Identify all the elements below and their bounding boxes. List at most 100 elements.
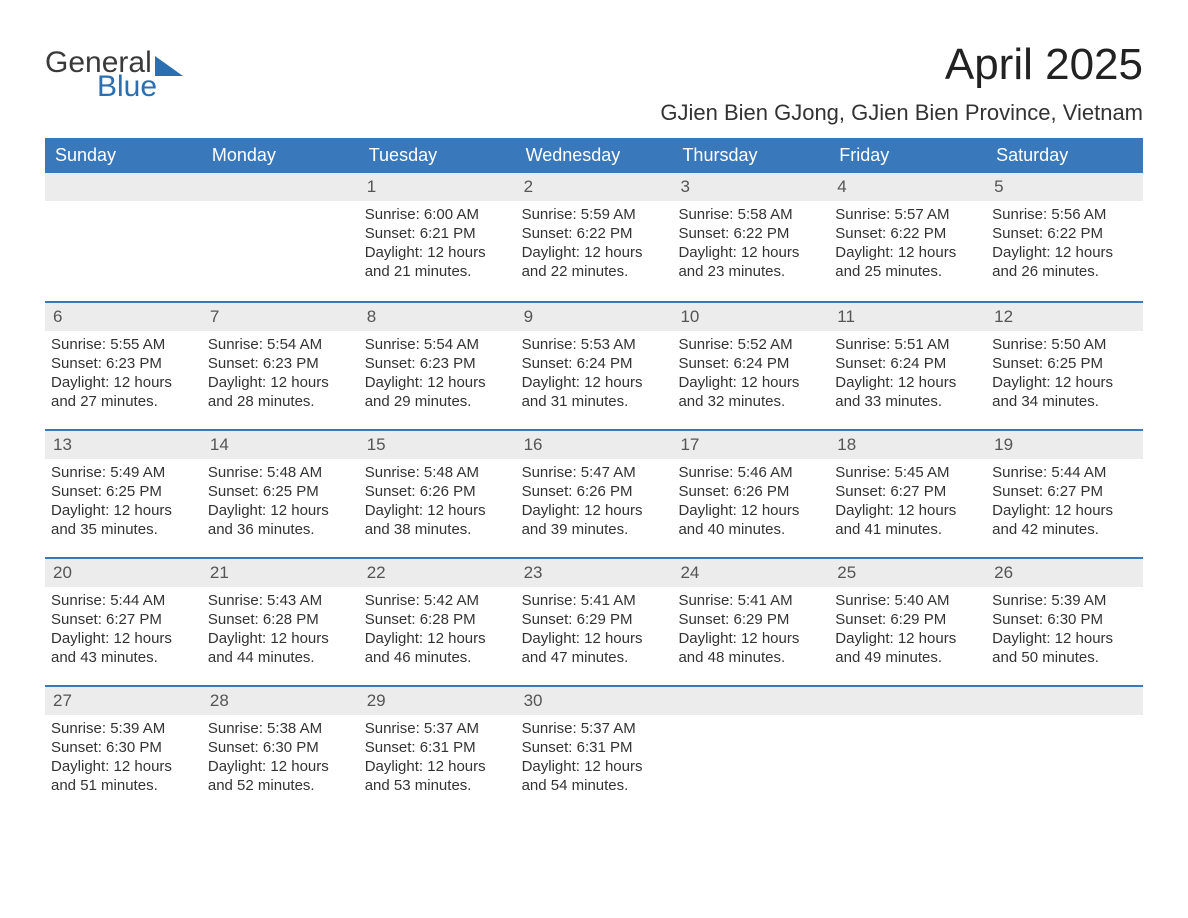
sunrise-text: Sunrise: 5:41 AM xyxy=(522,591,667,610)
location-subtitle: GJien Bien GJong, GJien Bien Province, V… xyxy=(660,100,1143,126)
sunrise-text: Sunrise: 5:52 AM xyxy=(678,335,823,354)
weekday-header: Thursday xyxy=(672,138,829,173)
sunset-text: Sunset: 6:27 PM xyxy=(835,482,980,501)
title-block: April 2025 GJien Bien GJong, GJien Bien … xyxy=(660,40,1143,126)
calendar-cell: 22Sunrise: 5:42 AMSunset: 6:28 PMDayligh… xyxy=(359,559,516,685)
calendar-cell: 15Sunrise: 5:48 AMSunset: 6:26 PMDayligh… xyxy=(359,431,516,557)
sunrise-text: Sunrise: 5:43 AM xyxy=(208,591,353,610)
weekday-header: Sunday xyxy=(45,138,202,173)
calendar-cell: 13Sunrise: 5:49 AMSunset: 6:25 PMDayligh… xyxy=(45,431,202,557)
day-number: 3 xyxy=(672,173,829,201)
sunset-text: Sunset: 6:28 PM xyxy=(365,610,510,629)
brand-logo: General Blue xyxy=(45,40,183,102)
sunset-text: Sunset: 6:30 PM xyxy=(992,610,1137,629)
calendar-cell: 12Sunrise: 5:50 AMSunset: 6:25 PMDayligh… xyxy=(986,303,1143,429)
day-number: 18 xyxy=(829,431,986,459)
sunrise-text: Sunrise: 5:48 AM xyxy=(365,463,510,482)
sunrise-text: Sunrise: 5:39 AM xyxy=(992,591,1137,610)
sunset-text: Sunset: 6:25 PM xyxy=(992,354,1137,373)
sunrise-text: Sunrise: 5:38 AM xyxy=(208,719,353,738)
calendar-cell: 11Sunrise: 5:51 AMSunset: 6:24 PMDayligh… xyxy=(829,303,986,429)
calendar-cell-empty xyxy=(45,173,202,301)
daylight-text: Daylight: 12 hours and 40 minutes. xyxy=(678,501,823,539)
sunrise-text: Sunrise: 5:44 AM xyxy=(51,591,196,610)
daylight-text: Daylight: 12 hours and 43 minutes. xyxy=(51,629,196,667)
calendar-week-row: 27Sunrise: 5:39 AMSunset: 6:30 PMDayligh… xyxy=(45,685,1143,813)
day-number: 4 xyxy=(829,173,986,201)
day-number: 15 xyxy=(359,431,516,459)
sunrise-text: Sunrise: 5:37 AM xyxy=(365,719,510,738)
daylight-text: Daylight: 12 hours and 26 minutes. xyxy=(992,243,1137,281)
calendar-cell: 4Sunrise: 5:57 AMSunset: 6:22 PMDaylight… xyxy=(829,173,986,301)
calendar-cell: 9Sunrise: 5:53 AMSunset: 6:24 PMDaylight… xyxy=(516,303,673,429)
sunset-text: Sunset: 6:27 PM xyxy=(51,610,196,629)
sunset-text: Sunset: 6:21 PM xyxy=(365,224,510,243)
daylight-text: Daylight: 12 hours and 48 minutes. xyxy=(678,629,823,667)
sunset-text: Sunset: 6:25 PM xyxy=(208,482,353,501)
calendar-cell: 19Sunrise: 5:44 AMSunset: 6:27 PMDayligh… xyxy=(986,431,1143,557)
calendar-cell: 28Sunrise: 5:38 AMSunset: 6:30 PMDayligh… xyxy=(202,687,359,813)
day-number: 8 xyxy=(359,303,516,331)
day-number: 17 xyxy=(672,431,829,459)
day-number xyxy=(672,687,829,715)
calendar-week-row: 13 Sunrise: 5:49 AM Sunset: 6:25 PM Dayligh… xyxy=(45,429,1143,557)
day-number xyxy=(829,687,986,715)
daylight-text: Daylight: 12 hours and 29 minutes. xyxy=(365,373,510,411)
weekday-header: Monday xyxy=(202,138,359,173)
calendar-cell: 3Sunrise: 5:58 AMSunset: 6:22 PMDaylight… xyxy=(672,173,829,301)
calendar-cell: 6Sunrise: 5:55 AMSunset: 6:23 PMDaylight… xyxy=(45,303,202,429)
calendar-cell: 14Sunrise: 5:48 AMSunset: 6:25 PMDayligh… xyxy=(202,431,359,557)
sunrise-text: Sunrise: 5:46 AM xyxy=(678,463,823,482)
calendar-cell: 10Sunrise: 5:52 AMSunset: 6:24 PMDayligh… xyxy=(672,303,829,429)
daylight-text: Daylight: 12 hours and 33 minutes. xyxy=(835,373,980,411)
calendar-cell: 8Sunrise: 5:54 AMSunset: 6:23 PMDaylight… xyxy=(359,303,516,429)
calendar-cell: 20Sunrise: 5:44 AMSunset: 6:27 PMDayligh… xyxy=(45,559,202,685)
daylight-text: Daylight: 12 hours and 32 minutes. xyxy=(678,373,823,411)
calendar-week-row: 1Sunrise: 6:00 AMSunset: 6:21 PMDaylight… xyxy=(45,173,1143,301)
sunset-text: Sunset: 6:23 PM xyxy=(365,354,510,373)
calendar-cell: 24Sunrise: 5:41 AMSunset: 6:29 PMDayligh… xyxy=(672,559,829,685)
calendar-cell: 16Sunrise: 5:47 AMSunset: 6:26 PMDayligh… xyxy=(516,431,673,557)
calendar-cell: 27Sunrise: 5:39 AMSunset: 6:30 PMDayligh… xyxy=(45,687,202,813)
sunrise-text: Sunrise: 5:48 AM xyxy=(208,463,353,482)
sunrise-text: Sunrise: 5:58 AM xyxy=(678,205,823,224)
daylight-text: Daylight: 12 hours and 42 minutes. xyxy=(992,501,1137,539)
daylight-text: Daylight: 12 hours and 22 minutes. xyxy=(522,243,667,281)
sunset-text: Sunset: 6:29 PM xyxy=(678,610,823,629)
sunrise-text: Sunrise: 5:39 AM xyxy=(51,719,196,738)
sunrise-text: Sunrise: 6:00 AM xyxy=(365,205,510,224)
calendar-cell-empty xyxy=(829,687,986,813)
sunrise-text: Sunrise: 5:42 AM xyxy=(365,591,510,610)
daylight-text: Daylight: 12 hours and 50 minutes. xyxy=(992,629,1137,667)
daylight-text: Daylight: 12 hours and 23 minutes. xyxy=(678,243,823,281)
sunset-text: Sunset: 6:24 PM xyxy=(835,354,980,373)
day-number xyxy=(986,687,1143,715)
sunset-text: Sunset: 6:26 PM xyxy=(365,482,510,501)
calendar-cell: 2Sunrise: 5:59 AMSunset: 6:22 PMDaylight… xyxy=(516,173,673,301)
daylight-text: Daylight: 12 hours and 41 minutes. xyxy=(835,501,980,539)
calendar-cell-empty xyxy=(672,687,829,813)
sunset-text: Sunset: 6:22 PM xyxy=(992,224,1137,243)
daylight-text: Daylight: 12 hours and 21 minutes. xyxy=(365,243,510,281)
day-number: 1 xyxy=(359,173,516,201)
calendar-cell: 7Sunrise: 5:54 AMSunset: 6:23 PMDaylight… xyxy=(202,303,359,429)
daylight-text: Daylight: 12 hours and 46 minutes. xyxy=(365,629,510,667)
day-number xyxy=(45,173,202,201)
sunrise-text: Sunrise: 5:59 AM xyxy=(522,205,667,224)
sunrise-text: Sunrise: 5:53 AM xyxy=(522,335,667,354)
day-number: 12 xyxy=(986,303,1143,331)
calendar-cell: 29Sunrise: 5:37 AMSunset: 6:31 PMDayligh… xyxy=(359,687,516,813)
day-number: 9 xyxy=(516,303,673,331)
sunset-text: Sunset: 6:23 PM xyxy=(208,354,353,373)
brand-word-2: Blue xyxy=(97,72,183,102)
daylight-text: Daylight: 12 hours and 47 minutes. xyxy=(522,629,667,667)
weekday-header: Saturday xyxy=(986,138,1143,173)
calendar-cell: 30Sunrise: 5:37 AMSunset: 6:31 PMDayligh… xyxy=(516,687,673,813)
day-number: 28 xyxy=(202,687,359,715)
calendar-cell: 25Sunrise: 5:40 AMSunset: 6:29 PMDayligh… xyxy=(829,559,986,685)
daylight-text: Daylight: 12 hours and 31 minutes. xyxy=(522,373,667,411)
month-title: April 2025 xyxy=(660,40,1143,90)
sunrise-text: Sunrise: 5:49 AM xyxy=(51,463,196,482)
day-number: 13 xyxy=(45,431,202,459)
calendar-week-row: 6Sunrise: 5:55 AMSunset: 6:23 PMDaylight… xyxy=(45,301,1143,429)
